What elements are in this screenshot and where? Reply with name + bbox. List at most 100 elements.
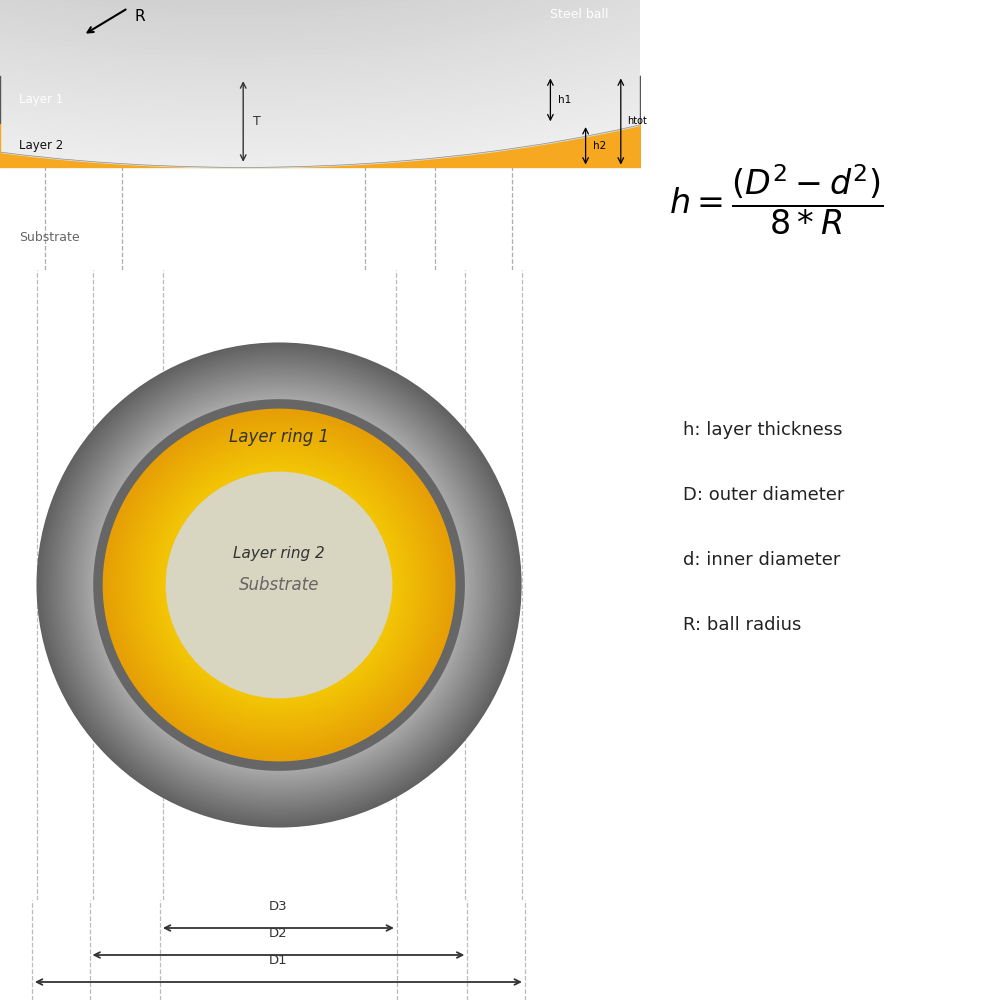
Circle shape — [154, 460, 404, 710]
Circle shape — [160, 466, 398, 704]
Circle shape — [88, 393, 471, 777]
Circle shape — [51, 357, 507, 813]
Circle shape — [150, 456, 408, 714]
Circle shape — [90, 396, 468, 774]
Text: Layer ring 1: Layer ring 1 — [229, 428, 329, 446]
Circle shape — [135, 441, 423, 729]
Circle shape — [120, 426, 438, 744]
Circle shape — [49, 355, 509, 815]
Circle shape — [56, 362, 502, 808]
Text: Layer 1: Layer 1 — [19, 93, 63, 106]
Circle shape — [142, 448, 417, 722]
Circle shape — [39, 345, 519, 825]
Circle shape — [87, 393, 471, 777]
Circle shape — [83, 389, 475, 781]
Circle shape — [106, 412, 452, 758]
Circle shape — [105, 411, 453, 759]
Circle shape — [141, 447, 417, 723]
Circle shape — [46, 352, 512, 818]
Text: D2: D2 — [269, 927, 288, 940]
Circle shape — [121, 427, 437, 743]
Circle shape — [51, 357, 507, 813]
Circle shape — [80, 386, 478, 784]
Circle shape — [152, 458, 406, 712]
Circle shape — [162, 468, 396, 702]
Circle shape — [0, 0, 818, 57]
Circle shape — [63, 369, 495, 801]
Text: Layer ring 2: Layer ring 2 — [233, 546, 325, 561]
Circle shape — [84, 390, 474, 780]
Text: D1: D1 — [269, 954, 288, 967]
Text: Substrate: Substrate — [19, 231, 80, 244]
Circle shape — [89, 395, 469, 775]
Circle shape — [0, 0, 704, 8]
Circle shape — [70, 376, 488, 794]
Circle shape — [0, 0, 889, 88]
Text: h2: h2 — [593, 141, 607, 151]
Circle shape — [127, 433, 432, 737]
Circle shape — [130, 436, 429, 734]
Circle shape — [126, 432, 432, 738]
Circle shape — [110, 416, 448, 754]
Circle shape — [0, 0, 789, 45]
Circle shape — [0, 0, 689, 2]
Circle shape — [61, 367, 498, 803]
Circle shape — [128, 434, 430, 736]
Circle shape — [0, 0, 904, 94]
Circle shape — [103, 409, 455, 761]
Circle shape — [111, 417, 447, 753]
Circle shape — [48, 354, 510, 816]
Circle shape — [86, 392, 472, 778]
Circle shape — [0, 0, 918, 100]
Text: D: outer diameter: D: outer diameter — [683, 486, 845, 504]
Circle shape — [115, 421, 443, 749]
Circle shape — [133, 439, 425, 731]
Circle shape — [160, 465, 399, 705]
Circle shape — [157, 462, 402, 708]
Circle shape — [134, 440, 424, 730]
Circle shape — [112, 418, 446, 752]
Circle shape — [62, 368, 496, 802]
Circle shape — [44, 350, 514, 820]
Circle shape — [117, 423, 441, 747]
Circle shape — [59, 365, 499, 805]
Circle shape — [88, 394, 470, 776]
Circle shape — [0, 0, 1000, 167]
Circle shape — [78, 384, 480, 786]
Circle shape — [42, 348, 516, 822]
Circle shape — [145, 450, 414, 720]
Circle shape — [106, 412, 452, 758]
Circle shape — [54, 359, 505, 811]
Circle shape — [143, 449, 415, 721]
Circle shape — [65, 371, 493, 799]
Circle shape — [64, 370, 494, 800]
Circle shape — [159, 465, 399, 705]
Circle shape — [82, 388, 476, 782]
Circle shape — [138, 444, 420, 726]
Circle shape — [124, 430, 435, 740]
Circle shape — [57, 363, 501, 807]
Circle shape — [0, 0, 718, 14]
Circle shape — [0, 0, 746, 27]
Circle shape — [142, 448, 416, 722]
Circle shape — [73, 379, 485, 791]
Circle shape — [157, 463, 401, 707]
Circle shape — [153, 459, 405, 711]
Circle shape — [139, 445, 419, 725]
Circle shape — [0, 0, 761, 33]
Text: htot: htot — [627, 116, 647, 126]
Circle shape — [149, 455, 409, 715]
Circle shape — [158, 464, 400, 706]
Circle shape — [0, 0, 975, 125]
Circle shape — [122, 428, 436, 742]
Circle shape — [54, 360, 504, 810]
Circle shape — [85, 391, 473, 779]
Circle shape — [0, 0, 775, 39]
Circle shape — [52, 358, 506, 812]
Circle shape — [108, 414, 450, 756]
Circle shape — [118, 424, 440, 746]
Circle shape — [74, 380, 484, 790]
Text: D3: D3 — [269, 900, 288, 913]
Circle shape — [133, 439, 426, 731]
Circle shape — [146, 452, 412, 718]
